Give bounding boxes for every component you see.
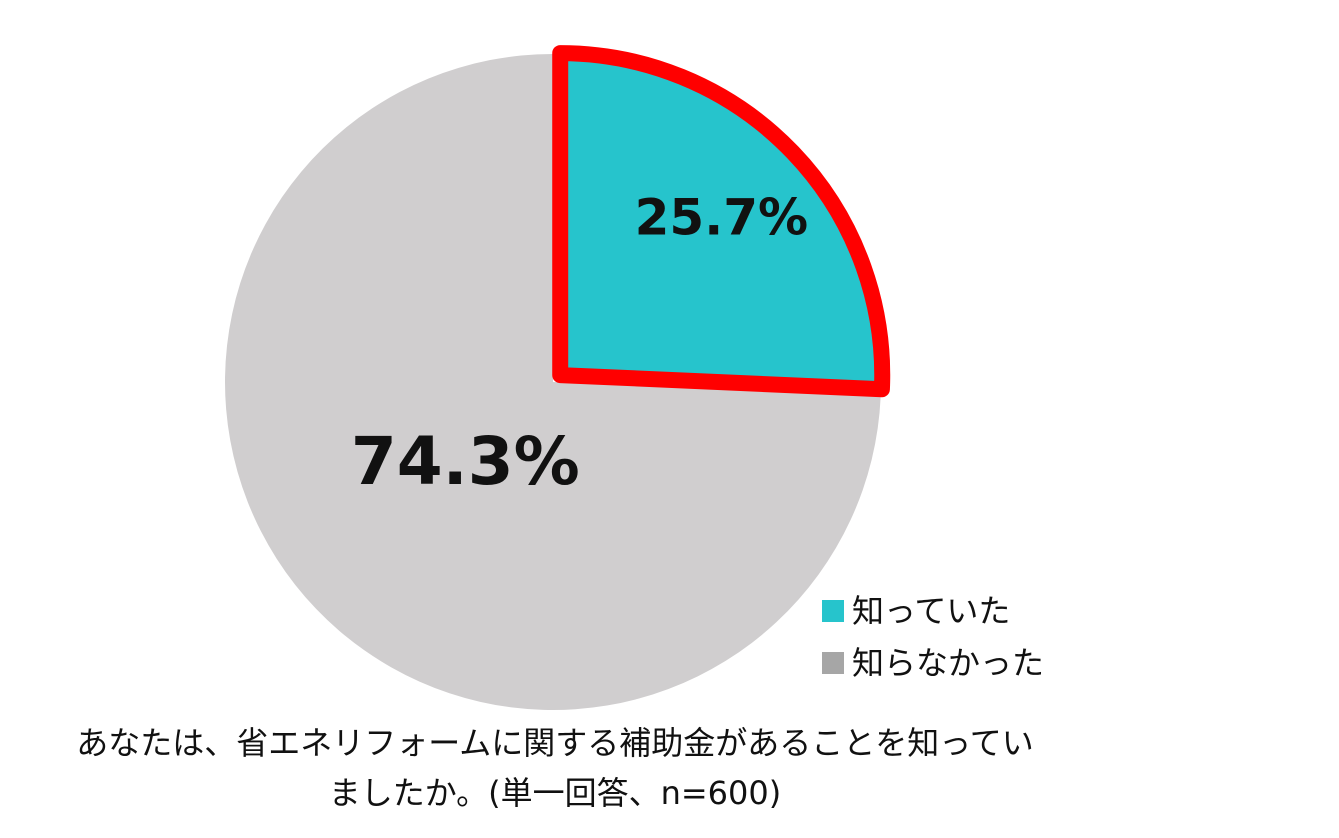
legend-label: 知らなかった	[852, 644, 1044, 682]
data-label: 74.3%	[351, 423, 580, 500]
legend-swatch	[822, 652, 844, 674]
legend-label: 知っていた	[852, 592, 1010, 630]
caption: あなたは、省エネリフォームに関する補助金があることを知ってい	[76, 724, 1033, 762]
data-label: 25.7%	[635, 188, 808, 246]
legend-swatch	[822, 600, 844, 622]
pie-slice	[552, 45, 891, 398]
pie-slice	[224, 54, 881, 710]
caption: ましたか。(単一回答、n=600)	[329, 774, 782, 812]
